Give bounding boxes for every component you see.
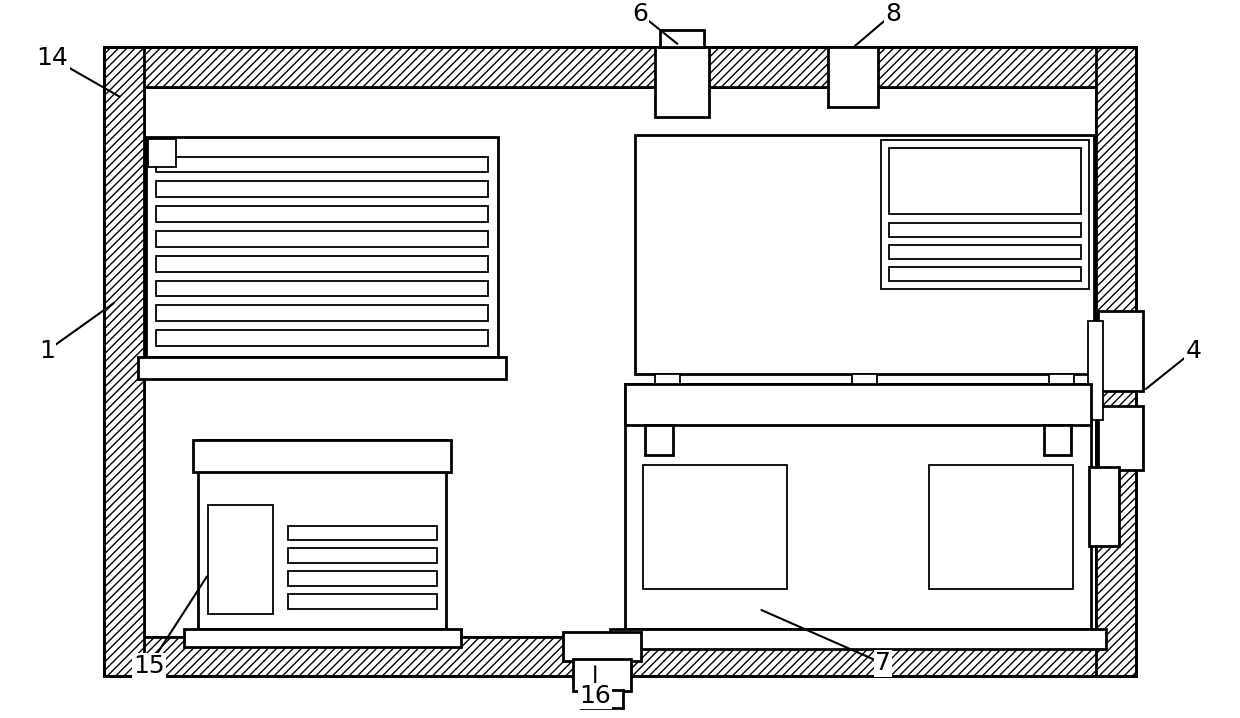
- Bar: [625, 383, 1091, 629]
- Bar: [655, 374, 680, 390]
- Text: 8: 8: [885, 1, 900, 26]
- Bar: [625, 383, 1091, 425]
- Bar: [156, 305, 489, 321]
- Bar: [184, 629, 461, 647]
- Bar: [889, 223, 1081, 237]
- Bar: [573, 659, 631, 691]
- Bar: [156, 231, 489, 247]
- Bar: [642, 465, 786, 589]
- Bar: [930, 465, 1074, 589]
- Bar: [635, 135, 1094, 374]
- Bar: [156, 182, 489, 197]
- Bar: [146, 136, 498, 357]
- Bar: [288, 549, 436, 563]
- Bar: [104, 47, 1136, 87]
- Bar: [104, 637, 1136, 676]
- Text: 7: 7: [875, 651, 890, 676]
- Text: 4: 4: [1185, 339, 1202, 363]
- Bar: [660, 29, 704, 47]
- Bar: [156, 206, 489, 222]
- Bar: [852, 374, 877, 390]
- Bar: [563, 632, 641, 661]
- Bar: [156, 256, 489, 271]
- Text: 14: 14: [37, 47, 68, 70]
- Bar: [148, 139, 176, 167]
- Text: 6: 6: [632, 1, 647, 26]
- Bar: [288, 526, 436, 541]
- Bar: [193, 440, 451, 472]
- Bar: [1044, 425, 1071, 455]
- Bar: [1096, 47, 1136, 676]
- Bar: [104, 47, 1136, 676]
- Bar: [156, 281, 489, 297]
- Bar: [582, 690, 622, 708]
- Bar: [104, 47, 144, 676]
- Bar: [208, 505, 273, 614]
- Bar: [645, 425, 672, 455]
- Bar: [889, 266, 1081, 281]
- Bar: [288, 594, 436, 609]
- Text: 16: 16: [579, 684, 611, 708]
- Bar: [889, 148, 1081, 214]
- Bar: [1049, 374, 1074, 390]
- Bar: [156, 157, 489, 172]
- Bar: [1099, 406, 1143, 470]
- Bar: [880, 140, 1089, 289]
- Bar: [828, 47, 878, 107]
- Bar: [138, 357, 506, 379]
- Text: 15: 15: [133, 654, 165, 679]
- Bar: [198, 440, 446, 629]
- Bar: [610, 629, 1106, 648]
- Text: 1: 1: [38, 339, 55, 363]
- Bar: [1089, 321, 1104, 421]
- Bar: [288, 572, 436, 586]
- Bar: [889, 245, 1081, 258]
- Bar: [1099, 312, 1143, 391]
- Bar: [1089, 467, 1118, 546]
- Bar: [144, 87, 1096, 637]
- Bar: [156, 330, 489, 346]
- Bar: [655, 47, 709, 117]
